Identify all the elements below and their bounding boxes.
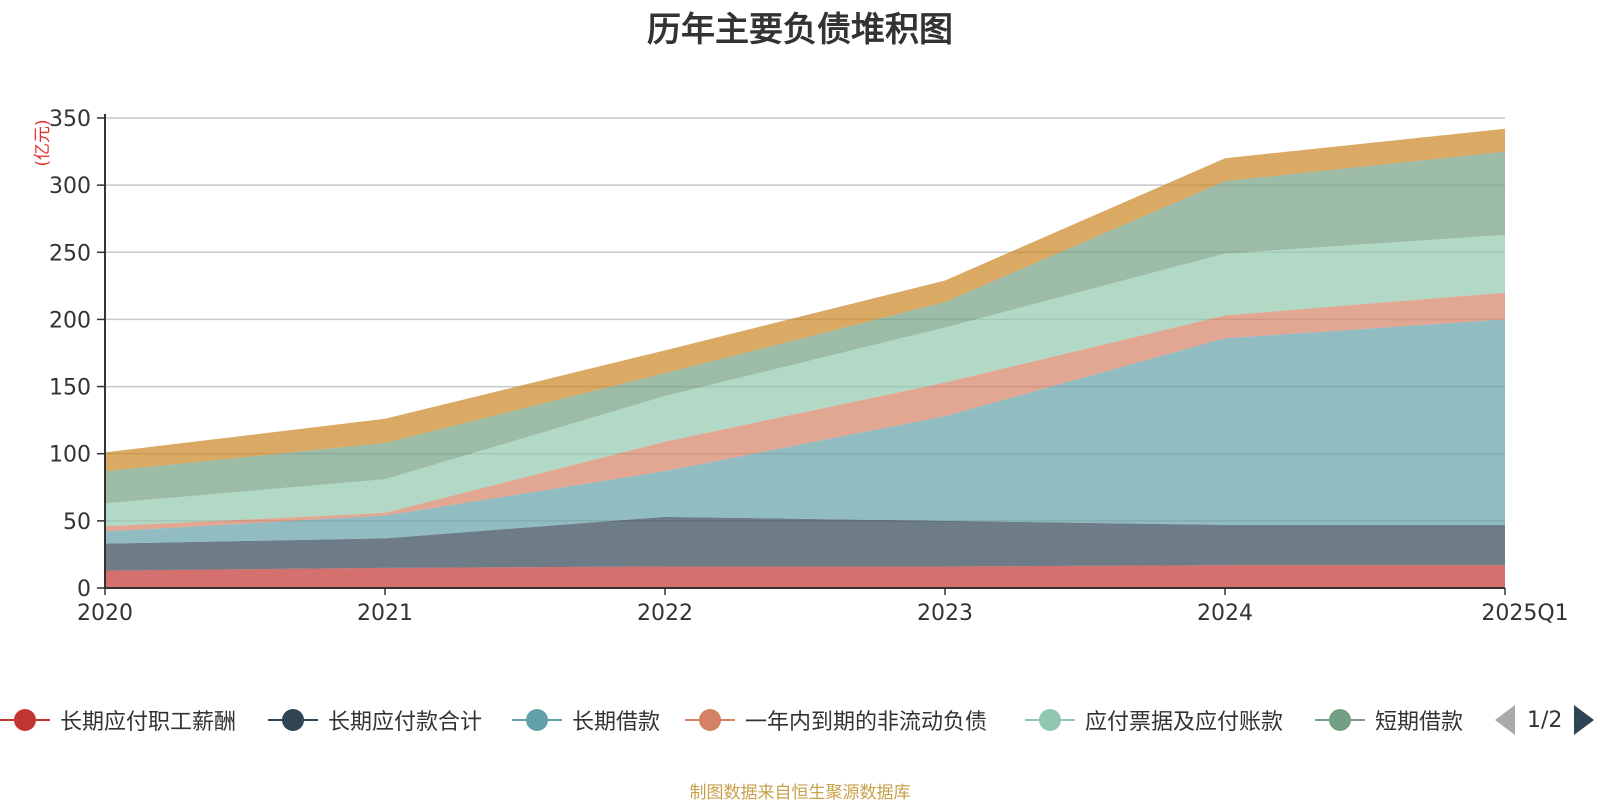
legend-marker-icon [0,700,50,740]
legend-page-label: 1/2 [1527,707,1563,733]
legend-label: 长期应付职工薪酬 [60,710,237,735]
legend-label: 应付票据及应付账款 [1085,710,1284,735]
legend-item-1[interactable]: 长期应付款合计 [268,700,482,740]
legend-label: 长期借款 [572,710,661,735]
x-tick-label: 2022 [637,601,693,626]
area-series-2 [105,319,1505,544]
y-axis-unit-label: (亿元) [33,119,53,166]
legend-pager: 1/2 [1495,703,1595,737]
y-tick-label: 200 [49,308,91,333]
stacked-areas [105,128,1505,588]
legend-next-arrow-icon[interactable] [1574,705,1595,735]
area-series-6 [105,128,1505,472]
legend-item-0[interactable]: 长期应付职工薪酬 [0,700,236,740]
legend-marker-icon [512,700,562,740]
legend-item-2[interactable]: 长期借款 [512,700,660,740]
legend-prev-arrow-icon[interactable] [1495,705,1515,735]
x-tick-label: 2024 [1197,601,1253,626]
x-tick-label: 2021 [357,601,413,626]
legend-label: 一年内到期的非流动负债 [745,710,988,735]
x-tick-label: 2025Q1 [1481,601,1568,626]
legend-marker-icon [685,700,735,740]
area-series-3 [105,292,1505,532]
legend-label: 短期借款 [1375,710,1464,735]
y-tick-label: 100 [49,443,91,468]
x-tick-label: 2023 [917,601,973,626]
legend-item-5[interactable]: 短期借款 [1315,700,1463,740]
y-tick-label: 0 [77,577,91,602]
area-series-0 [105,565,1505,588]
area-series-1 [105,516,1505,571]
legend-item-4[interactable]: 应付票据及应付账款 [1025,700,1283,740]
legend-marker-icon [1025,700,1075,740]
y-tick-label: 150 [49,376,91,401]
y-tick-label: 250 [49,241,91,266]
chart-title: 历年主要负债堆积图 [647,10,953,50]
y-tick-label: 350 [49,107,91,132]
legend-label: 长期应付款合计 [328,710,483,735]
x-tick-label: 2020 [77,601,133,626]
y-tick-label: 50 [63,510,91,535]
source-note: 制图数据来自恒生聚源数据库 [689,783,911,803]
y-tick-label: 300 [49,174,91,199]
legend: 长期应付职工薪酬 长期应付款合计 长期借款 一年内到期的非流动负债 应付票据及应付账款 短… [0,700,1480,740]
legend-item-3[interactable]: 一年内到期的非流动负债 [685,700,987,740]
area-series-4 [105,234,1505,527]
axes: 0 50 100 150 200 250 300 350 2020 2021 2022 2023 202… [49,107,1569,626]
legend-marker-icon [1315,700,1365,740]
chart-plot: 0 50 100 150 200 250 300 350 2020 2021 2022 2023 202… [33,107,1569,626]
legend-marker-icon [268,700,318,740]
area-series-5 [105,151,1505,504]
